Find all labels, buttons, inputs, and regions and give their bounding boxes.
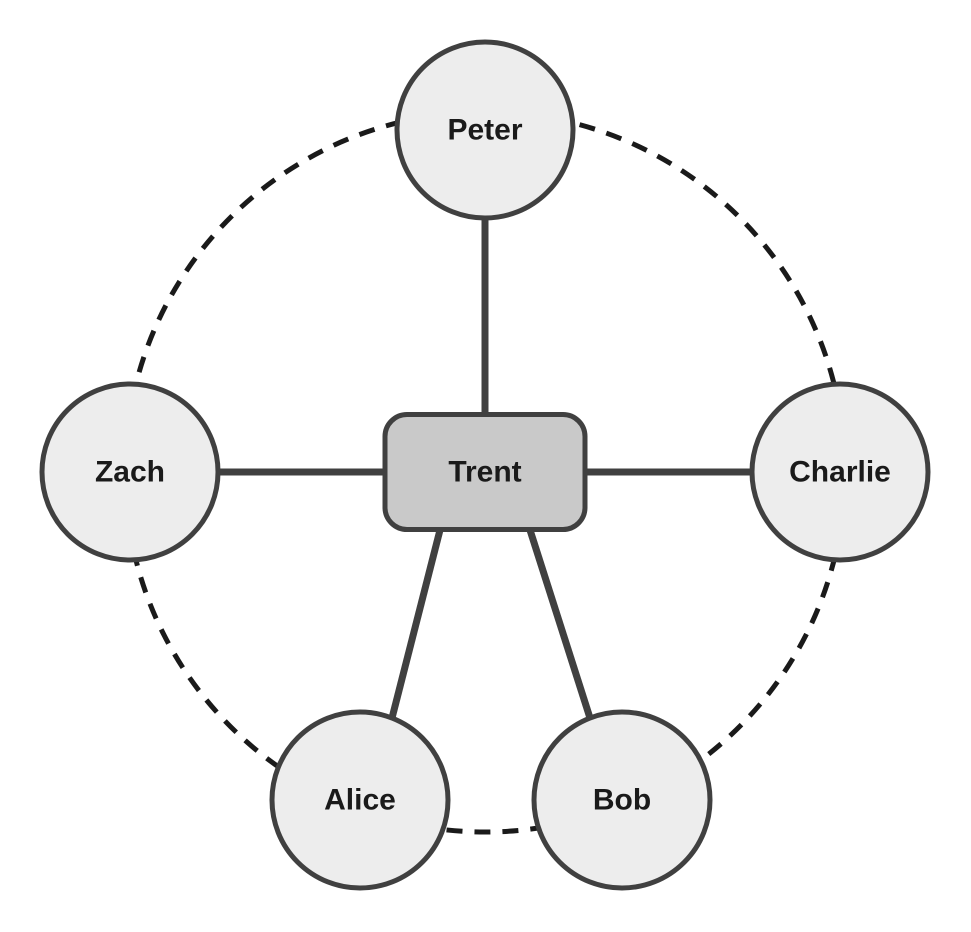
node-peter-label: Peter: [447, 114, 522, 147]
node-charlie-label: Charlie: [789, 456, 891, 489]
center-node-label: Trent: [448, 456, 521, 489]
edge-alice: [392, 530, 440, 718]
node-bob-label: Bob: [593, 784, 651, 817]
node-zach-label: Zach: [95, 456, 165, 489]
network-diagram: Trent Peter Charlie Bob Alice Zach: [0, 0, 971, 932]
node-alice-label: Alice: [324, 784, 396, 817]
edge-bob: [530, 530, 590, 718]
